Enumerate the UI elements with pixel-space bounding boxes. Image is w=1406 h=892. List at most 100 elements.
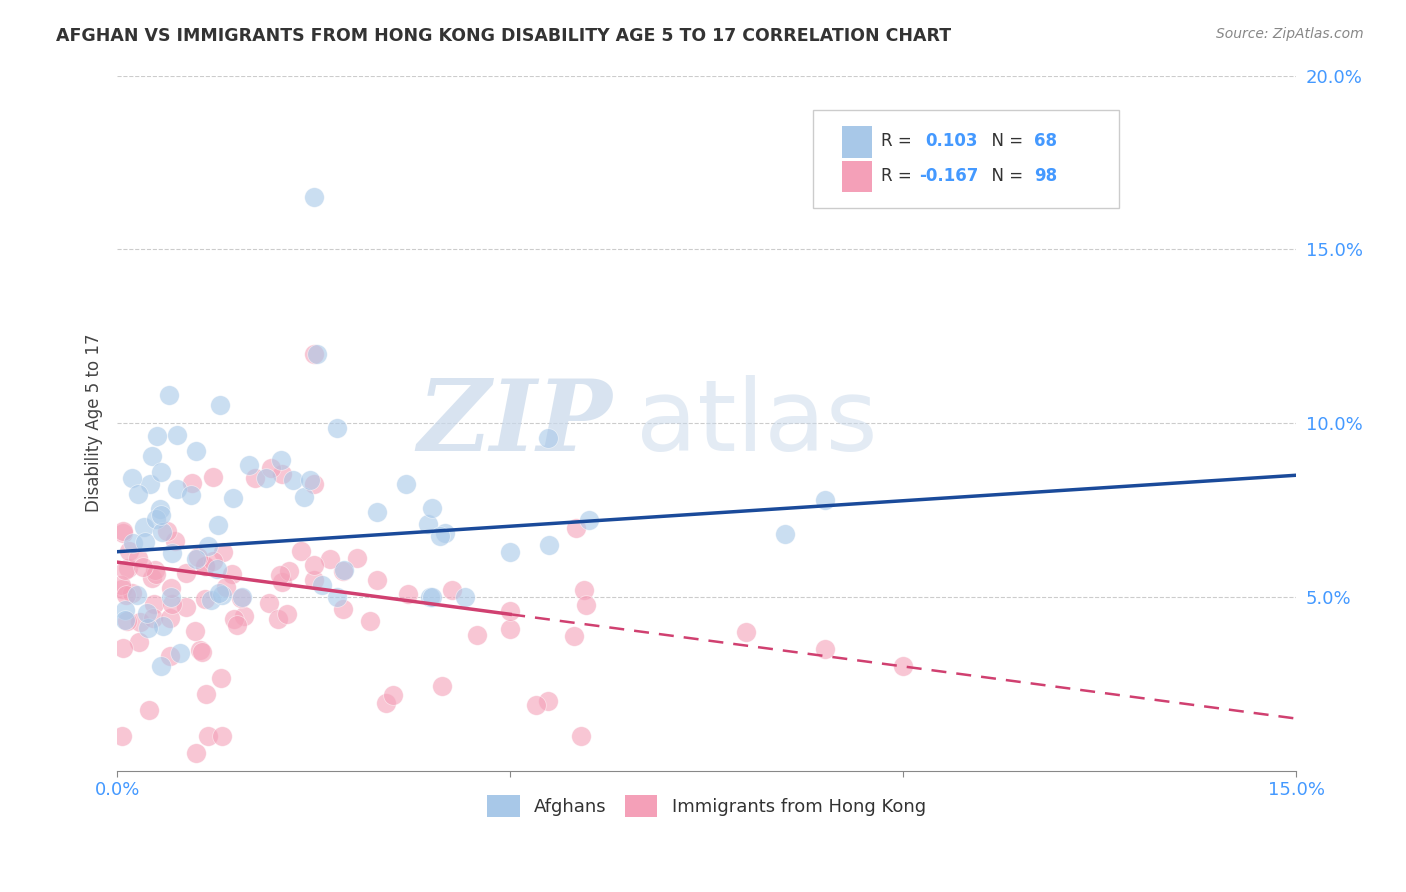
Text: 0.103: 0.103 — [925, 132, 977, 150]
Point — [775, 527, 797, 541]
Point — [281, 473, 304, 487]
Point — [569, 729, 592, 743]
Point — [420, 500, 443, 515]
Point — [298, 474, 321, 488]
Point — [200, 592, 222, 607]
Point — [222, 612, 245, 626]
Point — [159, 590, 181, 604]
Point — [132, 560, 155, 574]
Point — [138, 703, 160, 717]
Point — [290, 544, 312, 558]
Point — [302, 558, 325, 572]
Point — [326, 590, 349, 604]
Point — [499, 545, 522, 559]
Point — [127, 551, 149, 566]
Point — [132, 520, 155, 534]
Point — [266, 612, 288, 626]
Point — [420, 590, 443, 604]
Point — [304, 573, 326, 587]
Text: R =: R = — [882, 167, 917, 185]
Point — [139, 476, 162, 491]
Point — [201, 554, 224, 568]
FancyBboxPatch shape — [813, 111, 1119, 208]
Point — [115, 588, 138, 602]
Text: Source: ZipAtlas.com: Source: ZipAtlas.com — [1216, 27, 1364, 41]
Point — [114, 603, 136, 617]
Point — [254, 471, 277, 485]
Point — [121, 586, 143, 600]
Point — [562, 629, 585, 643]
Point — [243, 471, 266, 485]
Point — [174, 599, 197, 614]
Point — [150, 508, 173, 523]
Point — [208, 398, 231, 412]
Point — [114, 563, 136, 577]
Point — [169, 646, 191, 660]
Point — [221, 567, 243, 582]
Point — [145, 512, 167, 526]
Point — [572, 582, 595, 597]
FancyBboxPatch shape — [842, 127, 872, 158]
Text: -0.167: -0.167 — [920, 167, 979, 185]
Text: N =: N = — [981, 167, 1029, 185]
Point — [538, 538, 561, 552]
Point — [238, 458, 260, 473]
Point — [160, 597, 183, 611]
Point — [332, 602, 354, 616]
Point — [112, 526, 135, 541]
Point — [127, 487, 149, 501]
Point — [122, 536, 145, 550]
Point — [271, 467, 294, 481]
Point — [149, 465, 172, 479]
Point — [226, 617, 249, 632]
Point — [166, 482, 188, 496]
Point — [565, 521, 588, 535]
Point — [117, 544, 139, 558]
Point — [207, 518, 229, 533]
Point — [429, 529, 451, 543]
Point — [211, 588, 233, 602]
Point — [157, 388, 180, 402]
Point — [366, 574, 388, 588]
Point — [152, 618, 174, 632]
Text: R =: R = — [882, 132, 917, 150]
FancyBboxPatch shape — [842, 161, 872, 193]
Point — [375, 696, 398, 710]
Point — [292, 491, 315, 505]
Point — [181, 475, 204, 490]
Point — [191, 645, 214, 659]
Point — [813, 492, 835, 507]
Point — [193, 558, 215, 573]
Point — [211, 729, 233, 743]
Point — [499, 604, 522, 618]
Point — [141, 449, 163, 463]
Point — [307, 346, 329, 360]
Point — [419, 590, 441, 604]
Point — [257, 596, 280, 610]
Y-axis label: Disability Age 5 to 17: Disability Age 5 to 17 — [86, 334, 103, 512]
Point — [346, 551, 368, 566]
Point — [180, 488, 202, 502]
Point — [166, 428, 188, 442]
Point — [134, 535, 156, 549]
Point — [160, 546, 183, 560]
Point — [142, 610, 165, 624]
Text: atlas: atlas — [636, 375, 877, 472]
Point — [136, 621, 159, 635]
Point — [184, 552, 207, 566]
Point — [430, 679, 453, 693]
Point — [276, 607, 298, 622]
Point — [222, 491, 245, 505]
Point — [394, 476, 416, 491]
Point — [156, 524, 179, 538]
Point — [111, 640, 134, 655]
Point — [121, 471, 143, 485]
Point — [184, 747, 207, 761]
Point — [311, 578, 333, 592]
Point — [149, 659, 172, 673]
Text: 68: 68 — [1035, 132, 1057, 150]
Point — [187, 550, 209, 565]
Point — [269, 567, 291, 582]
Point — [212, 545, 235, 559]
Point — [197, 729, 219, 743]
